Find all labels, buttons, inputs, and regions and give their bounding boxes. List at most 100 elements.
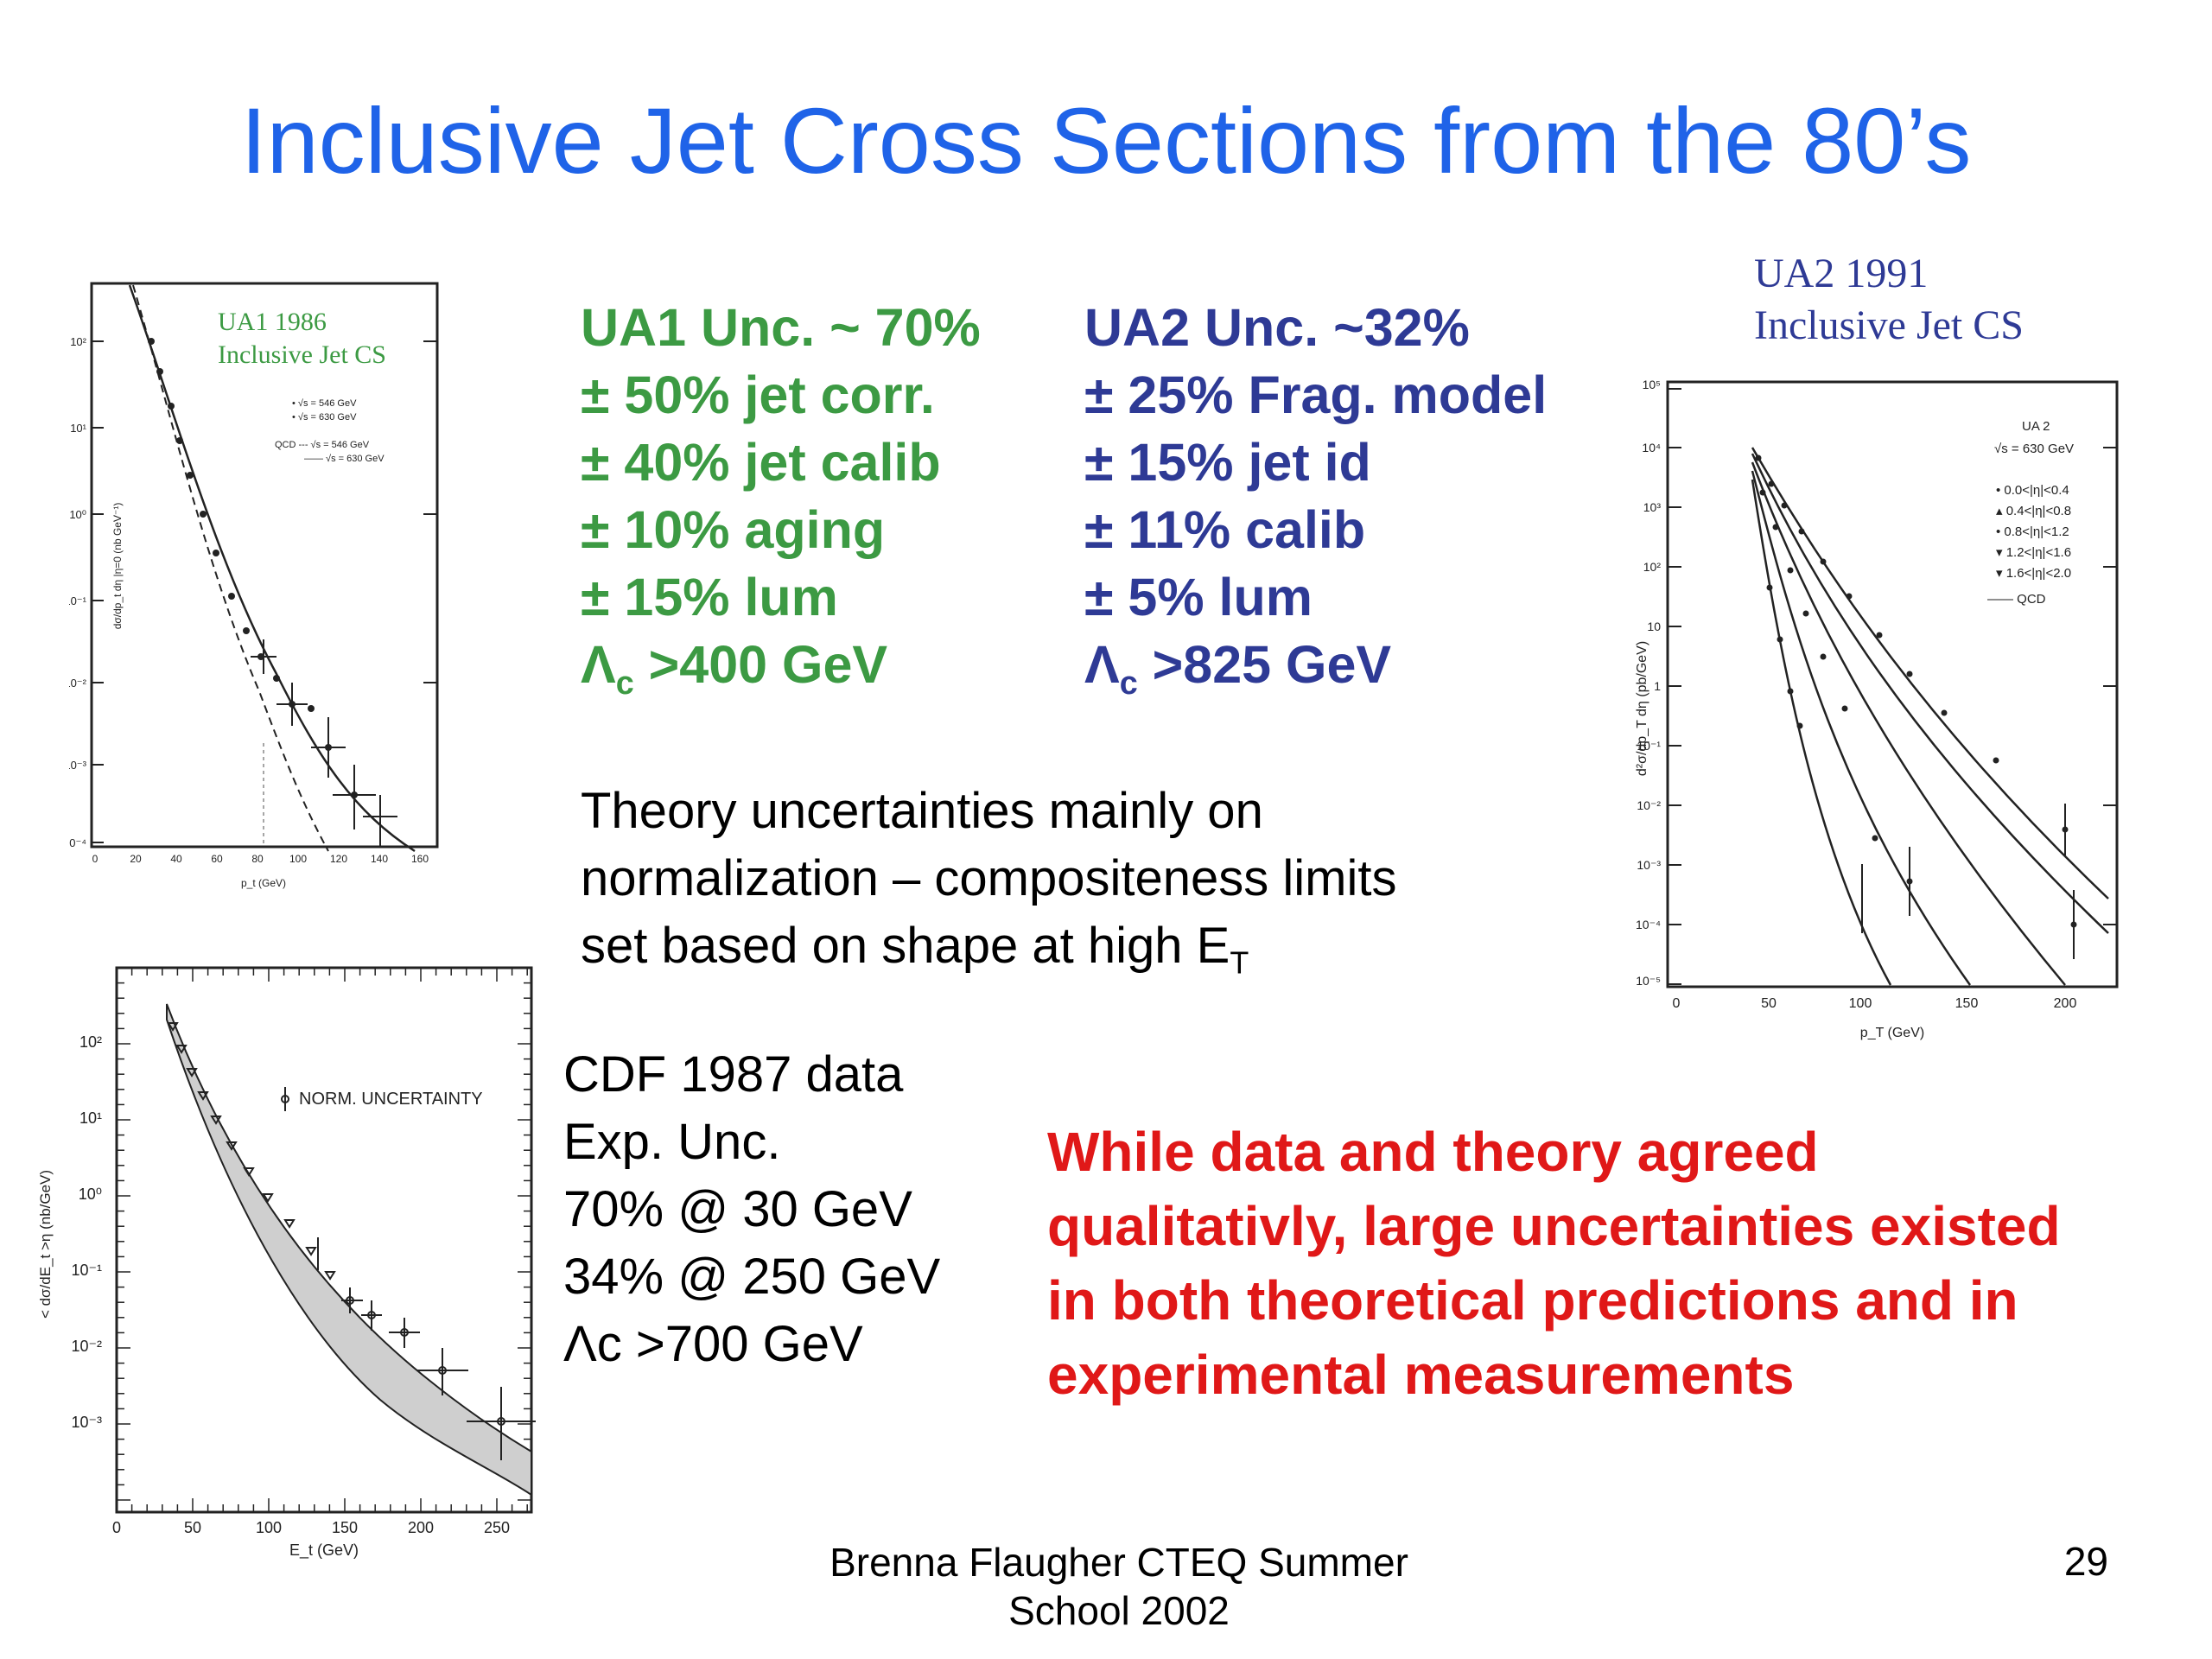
ua2-legend-entry: ▴ 0.4<|η|<0.8 bbox=[1996, 504, 2071, 518]
ua1-item: ± 10% aging bbox=[581, 500, 886, 559]
cdf-xtick: 0 bbox=[112, 1519, 121, 1536]
theory-line: normalization – compositeness limits bbox=[581, 850, 1397, 906]
ua1-qcd-curve-546 bbox=[132, 284, 329, 852]
ua2-xtick: 200 bbox=[2054, 996, 2077, 1011]
cdf-line: 34% @ 250 GeV bbox=[563, 1249, 941, 1305]
cdf-line: Exp. Unc. bbox=[563, 1114, 781, 1170]
cdf-theory-band bbox=[166, 1003, 532, 1497]
ua2-ytick: 10 bbox=[1647, 620, 1661, 633]
ua2-ytick: 10⁻³ bbox=[1637, 858, 1661, 872]
cdf-ylabel: < dσ/dE_t >η (nb/GeV) bbox=[37, 1170, 54, 1319]
ua2-qcd-curve-eta-4 bbox=[1751, 479, 1892, 986]
ua1-ytick: 10² bbox=[70, 335, 86, 348]
conclusion-line: experimental measurements bbox=[1047, 1344, 1795, 1406]
ua1-lambda-limit: Λc >400 GeV bbox=[581, 635, 888, 702]
ua2-ytick: 10⁵ bbox=[1643, 378, 1661, 391]
ua1-plot-label: Inclusive Jet CS bbox=[218, 340, 386, 369]
ua1-xtick: 140 bbox=[371, 853, 388, 865]
cdf-axis-ticks bbox=[116, 967, 531, 1512]
ua1-xtick: 0 bbox=[92, 853, 99, 865]
ua1-item: ± 15% lum bbox=[581, 568, 838, 626]
cdf-xtick: 100 bbox=[256, 1519, 282, 1536]
cdf-line: 70% @ 30 GeV bbox=[563, 1181, 912, 1237]
cdf-ytick: 10⁻³ bbox=[71, 1414, 102, 1431]
ua2-header: UA2 Unc. ~32% bbox=[1084, 298, 1470, 357]
cdf-xlabel: E_t (GeV) bbox=[289, 1541, 359, 1560]
ua2-plot: UA2 1991 Inclusive Jet CS 10⁵ 10⁴ 10³ 10… bbox=[1635, 251, 2119, 1040]
ua1-ytick: 10⁻² bbox=[69, 677, 87, 690]
theory-line: set based on shape at high ET bbox=[581, 918, 1249, 981]
ua2-legend-title: UA 2 bbox=[2022, 419, 2050, 434]
ua1-legend-entry: —— √s = 630 GeV bbox=[304, 454, 385, 464]
conclusion-line: in both theoretical predictions and in bbox=[1047, 1269, 2018, 1332]
ua2-plot-label: Inclusive Jet CS bbox=[1754, 302, 2024, 348]
ua2-ytick: 10⁴ bbox=[1642, 441, 1661, 454]
theory-line: Theory uncertainties mainly on bbox=[581, 783, 1263, 839]
cdf-line: CDF 1987 data bbox=[563, 1046, 904, 1103]
ua1-legend-entry: • √s = 630 GeV bbox=[292, 412, 357, 423]
ua2-item: ± 11% calib bbox=[1084, 500, 1366, 559]
page-number: 29 bbox=[2063, 1539, 2108, 1584]
ua1-ytick: 10⁻¹ bbox=[69, 594, 87, 607]
ua2-legend-energy: √s = 630 GeV bbox=[1994, 442, 2074, 456]
cdf-plot: 10² 10¹ 10⁰ 10⁻¹ 10⁻² 10⁻³ 0 50 100 150 … bbox=[37, 966, 536, 1560]
footer-line: School 2002 bbox=[1008, 1588, 1230, 1633]
ua1-ylabel: dσ/dp_t dη |η=0 (nb GeV⁻¹) bbox=[111, 503, 124, 630]
ua2-qcd-curve-eta-0 bbox=[1751, 447, 2109, 899]
ua1-uncertainty-list: UA1 Unc. ~ 70% ± 50% jet corr. ± 40% jet… bbox=[581, 294, 981, 717]
ua2-item: ± 5% lum bbox=[1084, 568, 1313, 626]
conclusion-line: While data and theory agreed bbox=[1047, 1121, 1819, 1183]
ua2-data-points bbox=[1755, 454, 2077, 928]
ua2-ytick: 10³ bbox=[1643, 500, 1662, 514]
ua1-item: ± 50% jet corr. bbox=[581, 365, 935, 424]
ua2-plot-label: UA2 1991 bbox=[1754, 251, 1928, 296]
ua1-plot-label: UA1 1986 bbox=[218, 308, 327, 336]
cdf-xtick: 200 bbox=[408, 1519, 434, 1536]
ua1-ytick: 10⁻⁴ bbox=[69, 836, 86, 849]
ua2-ylabel: d²σ/dp_T dη (pb/GeV) bbox=[1635, 641, 1649, 776]
ua1-xlabel: p_t (GeV) bbox=[241, 877, 286, 889]
ua2-xlabel: p_T (GeV) bbox=[1860, 1026, 1924, 1040]
slide-title: Inclusive Jet Cross Sections from the 80… bbox=[240, 88, 1972, 193]
ua1-xtick: 20 bbox=[130, 853, 142, 865]
ua2-item: ± 15% jet id bbox=[1084, 433, 1371, 492]
ua1-qcd-curve-630 bbox=[128, 284, 416, 853]
footer-line: Brenna Flaugher CTEQ Summer bbox=[830, 1540, 1408, 1585]
ua2-legend-entry: ▾ 1.2<|η|<1.6 bbox=[1996, 545, 2071, 560]
ua2-lambda-limit: Λc >825 GeV bbox=[1084, 635, 1392, 702]
ua2-qcd-curve-eta-1 bbox=[1751, 453, 2109, 934]
ua1-error-bars bbox=[251, 639, 397, 847]
ua2-xtick: 150 bbox=[1955, 996, 1979, 1011]
ua1-header: UA1 Unc. ~ 70% bbox=[581, 298, 981, 357]
cdf-xtick: 150 bbox=[332, 1519, 358, 1536]
theory-text: Theory uncertainties mainly on normaliza… bbox=[581, 778, 1396, 997]
conclusion-text: While data and theory agreed qualitativl… bbox=[1047, 1115, 2061, 1412]
ua1-xtick: 60 bbox=[211, 853, 223, 865]
ua2-qcd-curve-eta-3 bbox=[1751, 470, 1972, 986]
ua2-legend-entry: • 0.8<|η|<1.2 bbox=[1996, 524, 2069, 539]
ua2-ytick: 10² bbox=[1643, 560, 1662, 574]
ua1-ytick: 10¹ bbox=[70, 422, 86, 435]
ua1-xtick: 80 bbox=[251, 853, 264, 865]
cdf-line: Λc >700 GeV bbox=[563, 1316, 863, 1372]
ua2-ytick: 1 bbox=[1654, 679, 1661, 693]
cdf-error-bars bbox=[317, 1237, 536, 1460]
cdf-ytick: 10⁻² bbox=[71, 1338, 102, 1355]
ua2-uncertainty-list: UA2 Unc. ~32% ± 25% Frag. model ± 15% je… bbox=[1084, 294, 1547, 717]
ua2-ytick: 10⁻⁵ bbox=[1636, 974, 1661, 988]
cdf-ytick: 10⁰ bbox=[79, 1185, 102, 1203]
cdf-ytick: 10² bbox=[79, 1033, 102, 1051]
cdf-data-points bbox=[167, 1022, 505, 1426]
footer-credit: Brenna Flaugher CTEQ Summer School 2002 bbox=[760, 1538, 1478, 1635]
ua1-xtick: 120 bbox=[330, 853, 347, 865]
ua2-xtick: 100 bbox=[1849, 996, 1872, 1011]
cdf-xtick: 250 bbox=[484, 1519, 510, 1536]
ua1-ytick: 10⁻³ bbox=[69, 759, 87, 772]
ua1-legend-entry: QCD --- √s = 546 GeV bbox=[275, 440, 370, 450]
cdf-legend-label: NORM. UNCERTAINTY bbox=[299, 1090, 483, 1109]
cdf-text: CDF 1987 data Exp. Unc. 70% @ 30 GeV 34%… bbox=[563, 1041, 940, 1378]
cdf-norm-uncertainty-legend: NORM. UNCERTAINTY bbox=[281, 1087, 483, 1111]
cdf-ytick: 10⁻¹ bbox=[71, 1262, 102, 1279]
ua1-item: ± 40% jet calib bbox=[581, 433, 941, 492]
ua2-xtick: 0 bbox=[1673, 996, 1681, 1011]
